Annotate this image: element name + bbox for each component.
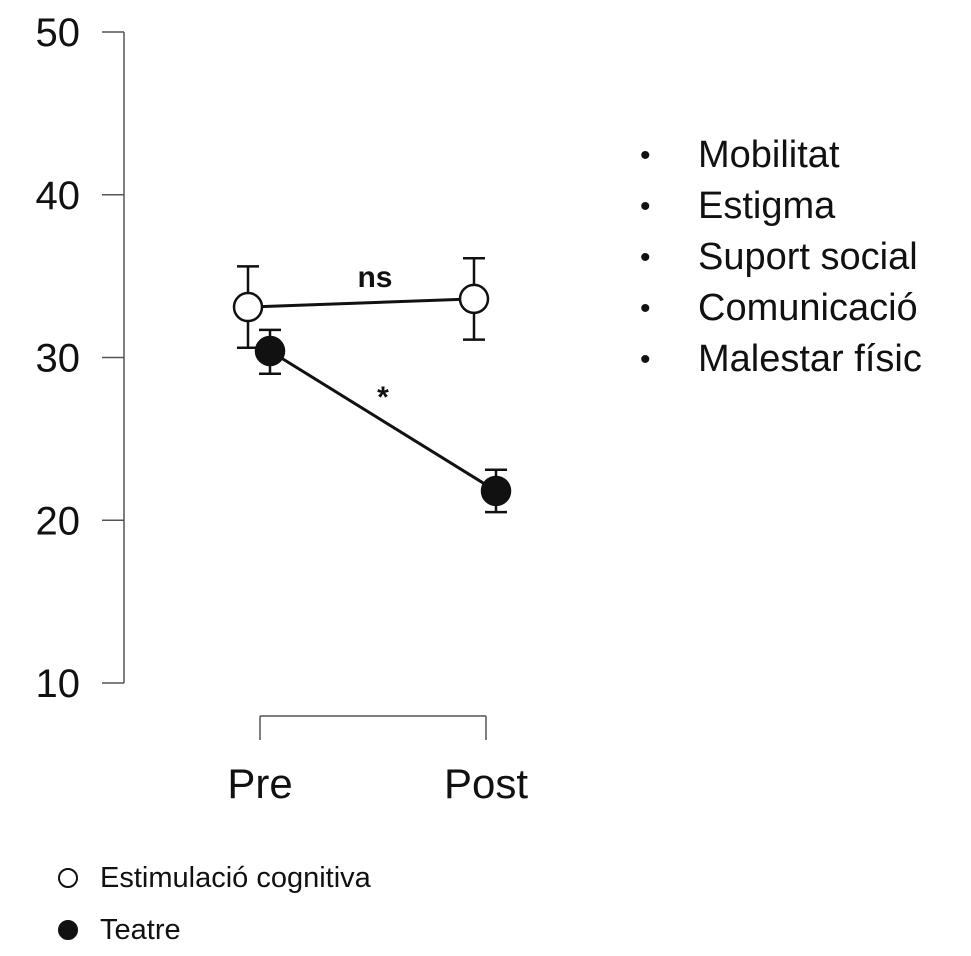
y-tick-label: 10 [36,662,81,706]
filled-circle-icon [58,920,78,940]
bullet-icon: • [640,241,651,274]
significance-label: * [377,381,389,414]
legend-label: Teatre [100,913,181,946]
data-point [458,283,490,315]
bullet-text: Comunicació [698,287,918,329]
significance-label: ns [357,261,392,294]
legend-item-teatre: Teatre [58,904,371,956]
annotation-layer: ns * [357,261,392,414]
bullet-text: Estigma [698,185,836,227]
x-tick-label: Post [444,760,528,807]
data-point [480,475,512,507]
open-circle-icon [58,868,78,888]
y-tick-label: 20 [36,499,81,543]
bullet-list: • Mobilitat • Estigma • Suport social • Comu… [640,130,922,385]
y-tick-label: 40 [36,174,81,218]
data-point [254,335,286,367]
bullet-item: • Estigma [640,181,922,232]
series-line [247,297,475,309]
bullet-icon: • [640,343,651,376]
bullet-icon: • [640,292,651,325]
series-layer [232,256,512,514]
chart: 10 20 30 40 50 Pre Post ns * [36,11,529,807]
bullet-icon: • [640,190,651,223]
bullet-icon: • [640,139,651,172]
bullet-text: Suport social [698,236,918,278]
data-point [232,291,264,323]
legend: Estimulació cognitiva Teatre [58,852,371,956]
x-tick-label: Pre [227,760,292,807]
bullet-text: Mobilitat [698,134,840,176]
legend-label: Estimulació cognitiva [100,861,371,894]
y-tick-label: 30 [36,337,81,381]
y-tick-label: 50 [36,11,81,55]
bullet-text: Malestar físic [698,338,922,380]
bullet-item: • Mobilitat [640,130,922,181]
legend-item-estimulacio: Estimulació cognitiva [58,852,371,904]
bullet-item: • Malestar físic [640,334,922,385]
x-axis: Pre Post [227,715,528,807]
series-line [269,349,497,493]
bullet-item: • Comunicació [640,283,922,334]
y-axis: 10 20 30 40 50 [36,11,125,706]
bullet-item: • Suport social [640,232,922,283]
